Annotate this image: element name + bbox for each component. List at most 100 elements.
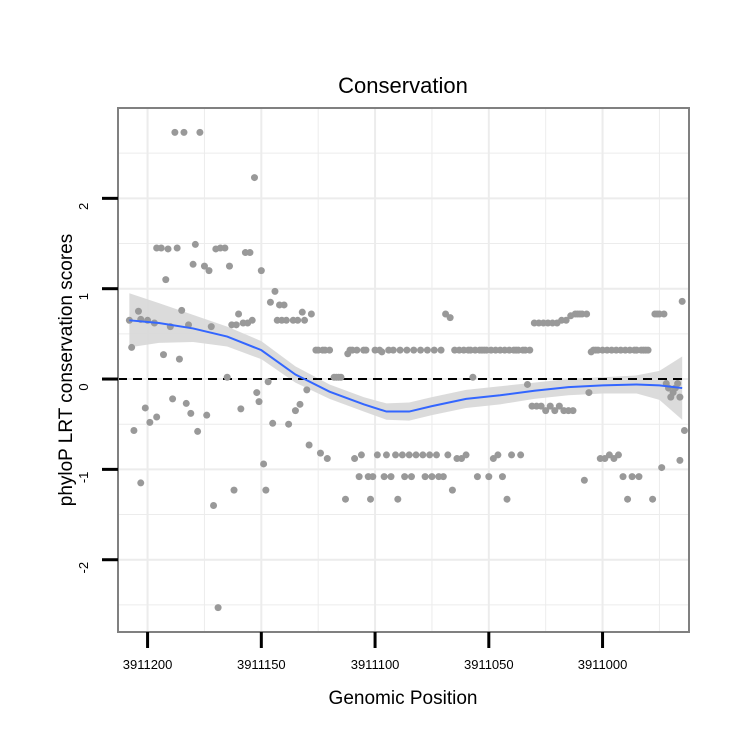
data-point (392, 451, 400, 459)
data-point (551, 407, 559, 415)
data-point (494, 451, 502, 459)
data-point (225, 262, 233, 270)
data-point (562, 316, 570, 324)
data-point (175, 355, 183, 363)
data-point (205, 267, 213, 275)
data-point (628, 473, 636, 481)
data-point (294, 316, 302, 324)
data-point (128, 343, 136, 351)
data-point (674, 380, 682, 388)
data-point (389, 346, 397, 354)
data-point (194, 427, 202, 435)
x-axis-label: Genomic Position (329, 688, 478, 709)
data-point (473, 473, 481, 481)
data-point (644, 346, 652, 354)
data-point (316, 449, 324, 457)
y-axis-ticks: 2 1 0 -1 -2 (76, 196, 118, 574)
data-point (394, 495, 402, 503)
data-point (203, 411, 211, 419)
data-point (401, 473, 409, 481)
data-point (680, 427, 688, 435)
data-point (362, 346, 370, 354)
data-point (355, 473, 363, 481)
y-tick-label: -2 (76, 562, 91, 574)
data-point (337, 373, 345, 381)
data-point (189, 260, 197, 268)
data-point (419, 451, 427, 459)
data-point (137, 479, 145, 487)
data-point (485, 473, 493, 481)
data-point (200, 262, 208, 270)
data-point (191, 240, 199, 248)
data-point (396, 346, 404, 354)
data-point (271, 287, 279, 295)
confidence-band (129, 293, 683, 421)
data-point (134, 307, 142, 315)
data-point (430, 346, 438, 354)
data-point (187, 409, 195, 417)
data-point (269, 419, 277, 427)
x-tick-label: 3911200 (123, 657, 173, 672)
data-point (676, 456, 684, 464)
data-point (341, 495, 349, 503)
y-tick-label: 0 (76, 383, 91, 390)
y-axis-label: phyloP LRT conservation scores (56, 234, 77, 507)
data-point (237, 405, 245, 413)
data-point (660, 310, 668, 318)
data-point (387, 473, 395, 481)
y-tick-label: 1 (76, 293, 91, 300)
data-point (303, 386, 311, 394)
data-point (555, 402, 563, 410)
data-point (214, 604, 222, 612)
data-point (173, 244, 181, 252)
data-point (169, 395, 177, 403)
data-point (403, 346, 411, 354)
data-point (373, 451, 381, 459)
y-tick-label: 2 (76, 203, 91, 210)
data-point (619, 473, 627, 481)
data-point (432, 451, 440, 459)
grid-lines (118, 108, 689, 632)
data-point (305, 441, 313, 449)
data-point (266, 298, 274, 306)
data-point (178, 306, 186, 314)
data-point (469, 373, 477, 381)
data-point (503, 495, 511, 503)
data-point (426, 451, 434, 459)
data-point (498, 473, 506, 481)
data-points (125, 128, 688, 612)
data-point (357, 451, 365, 459)
data-point (624, 495, 632, 503)
panel-border (117, 107, 690, 633)
data-point (405, 451, 413, 459)
data-point (428, 473, 436, 481)
data-point (282, 316, 290, 324)
data-point (421, 473, 429, 481)
data-point (585, 389, 593, 397)
data-point (583, 310, 591, 318)
data-point (196, 128, 204, 136)
data-point (439, 473, 447, 481)
data-point (262, 486, 270, 494)
data-point (351, 455, 359, 463)
data-point (649, 495, 657, 503)
data-point (182, 399, 190, 407)
data-point (446, 314, 454, 322)
data-point (146, 418, 154, 426)
data-point (255, 398, 263, 406)
y-tick-label: -1 (76, 472, 91, 484)
data-point (437, 346, 445, 354)
smooth-trend-line (129, 319, 683, 413)
data-point (398, 451, 406, 459)
data-point (412, 451, 420, 459)
data-point (180, 128, 188, 136)
data-point (221, 244, 229, 252)
data-point (250, 174, 258, 182)
data-point (260, 460, 268, 468)
data-point (367, 495, 375, 503)
data-point (298, 308, 306, 316)
data-point (141, 404, 149, 412)
data-point (523, 380, 531, 388)
data-point (246, 249, 254, 257)
data-point (410, 346, 418, 354)
